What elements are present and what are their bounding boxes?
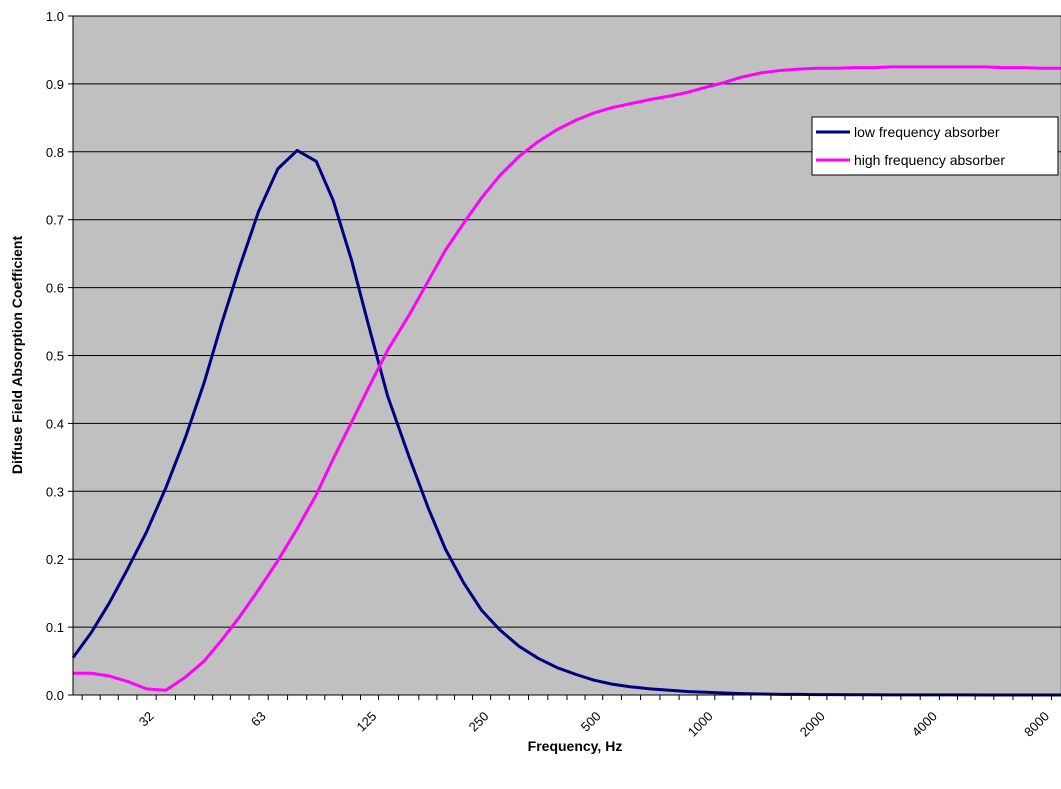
legend-label-high-frequency: high frequency absorber bbox=[854, 152, 1005, 168]
y-axis-ticks: 0.0 0.1 0.2 0.3 0.4 0.5 0.6 0.7 0.8 0.9 1.0 bbox=[46, 9, 73, 703]
legend-box bbox=[811, 116, 1059, 176]
x-tick-label: 250 bbox=[466, 709, 492, 735]
x-tick-label: 32 bbox=[136, 709, 157, 730]
y-tick-label: 0.6 bbox=[46, 281, 64, 296]
x-tick-label: 63 bbox=[248, 709, 269, 730]
x-tick-label: 4000 bbox=[909, 709, 940, 740]
legend: low frequency absorber high frequency ab… bbox=[811, 116, 1059, 176]
x-tick-label: 2000 bbox=[797, 709, 828, 740]
series-line-1 bbox=[73, 65, 1061, 692]
x-tick-label: 125 bbox=[354, 709, 380, 735]
x-tick-label: 8000 bbox=[1021, 709, 1052, 740]
x-axis-title: Frequency, Hz bbox=[528, 738, 623, 754]
y-tick-label: 0.1 bbox=[46, 620, 64, 635]
y-tick-label: 0.4 bbox=[46, 416, 64, 431]
x-tick-label: 1000 bbox=[685, 709, 716, 740]
y-tick-label: 0.2 bbox=[46, 552, 64, 567]
legend-label-low-frequency: low frequency absorber bbox=[854, 124, 1000, 140]
y-tick-label: 0.8 bbox=[46, 145, 64, 160]
y-tick-label: 0.0 bbox=[46, 688, 64, 703]
x-axis-ticks: 32 63 125 250 500 1000 2000 4000 8000 bbox=[81, 695, 1052, 740]
gridlines bbox=[73, 15, 1061, 628]
y-tick-label: 0.3 bbox=[46, 484, 64, 499]
y-tick-label: 0.9 bbox=[46, 77, 64, 92]
y-tick-label: 0.5 bbox=[46, 349, 64, 364]
x-tick-label: 500 bbox=[578, 709, 604, 735]
y-tick-label: 0.7 bbox=[46, 213, 64, 228]
y-tick-label: 1.0 bbox=[46, 9, 64, 24]
y-axis-title: Diffuse Field Absorption Coefficient bbox=[9, 236, 25, 475]
